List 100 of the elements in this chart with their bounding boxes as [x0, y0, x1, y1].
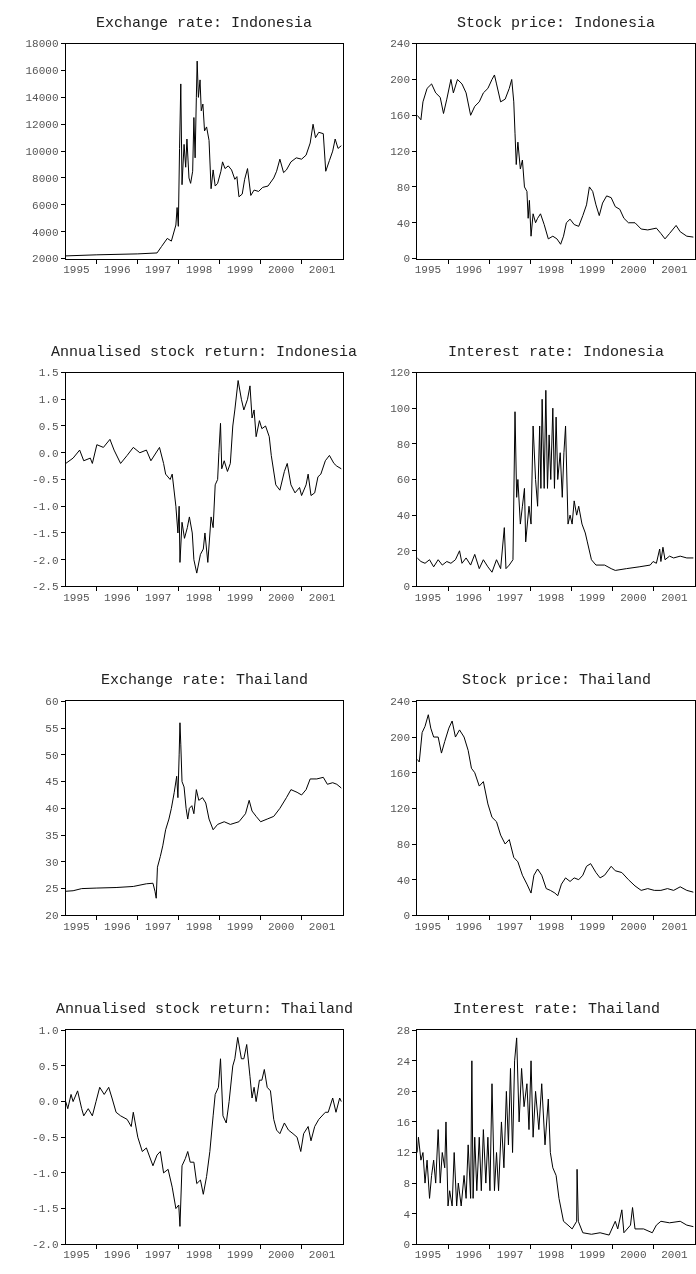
y-tick-label: 4000	[32, 226, 59, 239]
y-tick-label: 0.0	[38, 1096, 59, 1109]
y-tick-label: 120	[390, 803, 411, 816]
y-tick-label: 20	[396, 1086, 411, 1099]
x-tick-label: 1997	[145, 263, 172, 276]
x-tick-label: 1999	[226, 263, 254, 276]
y-tick-label: 240	[390, 38, 411, 51]
x-tick-label: 1999	[226, 1249, 254, 1262]
x-tick-label: 1997	[145, 591, 172, 604]
y-tick-label: 60	[45, 696, 59, 709]
x-tick-label: 2000	[620, 920, 647, 933]
x-tick-label: 1997	[496, 263, 524, 276]
y-tick-label: -2.5	[32, 581, 59, 594]
x-tick-label: 1999	[579, 591, 606, 604]
x-tick-label: 1999	[226, 920, 254, 933]
y-tick-label: -0.5	[32, 474, 59, 487]
x-tick-label: 2001	[308, 263, 336, 276]
x-tick-label: 1998	[537, 263, 565, 276]
x-tick-label: 2001	[661, 920, 689, 933]
x-tick-label: 1998	[537, 591, 565, 604]
x-tick-label: 1996	[455, 1249, 483, 1262]
y-tick-label: 12000	[25, 119, 59, 132]
x-tick-label: 1998	[186, 1249, 213, 1262]
y-tick-label: 4	[403, 1208, 411, 1221]
x-tick-label: 1999	[579, 1249, 606, 1262]
x-tick-label: 1999	[579, 920, 606, 933]
y-tick-label: 1.5	[38, 367, 59, 380]
y-tick-label: 160	[390, 110, 411, 123]
x-tick-label: 2000	[620, 263, 647, 276]
x-tick-label: 1996	[455, 591, 483, 604]
y-tick-label: 6000	[32, 199, 59, 212]
y-tick-label: -1.0	[32, 501, 59, 514]
y-tick-label: 60	[396, 474, 411, 487]
x-tick-label: 1998	[537, 1249, 565, 1262]
x-tick-label: 1999	[579, 263, 606, 276]
y-tick-label: -0.5	[32, 1132, 59, 1145]
y-tick-label: -2.0	[32, 1239, 59, 1252]
x-tick-label: 2001	[308, 1249, 336, 1262]
y-tick-label: 120	[390, 145, 411, 158]
x-tick-label: 1997	[496, 591, 524, 604]
y-tick-label: 14000	[25, 92, 59, 105]
x-tick-label: 1997	[496, 1249, 524, 1262]
x-tick-label: 2001	[308, 920, 336, 933]
y-tick-label: 100	[390, 403, 411, 416]
y-tick-label: 50	[45, 749, 59, 762]
y-tick-label: 8000	[32, 172, 59, 185]
y-tick-label: 24	[396, 1055, 411, 1068]
x-tick-label: 1999	[226, 591, 254, 604]
x-tick-label: 1997	[145, 920, 172, 933]
x-tick-label: 1998	[186, 591, 213, 604]
y-tick-label: 40	[396, 510, 411, 522]
x-tick-label: 1996	[104, 920, 131, 933]
chart-title: Exchange rate: Thailand	[101, 672, 309, 689]
y-tick-label: 40	[396, 874, 411, 887]
x-tick-label: 2001	[661, 1249, 689, 1262]
x-tick-label: 2001	[661, 263, 689, 276]
y-tick-label: 80	[396, 181, 411, 194]
y-tick-label: -1.5	[32, 1203, 59, 1216]
y-tick-label: 55	[45, 722, 59, 735]
chart-title: Annualised stock return: Thailand	[56, 1001, 354, 1018]
y-tick-label: 8	[403, 1177, 411, 1190]
y-tick-label: -2.0	[32, 554, 59, 567]
x-tick-label: 1995	[414, 920, 442, 933]
x-tick-label: 1996	[104, 591, 131, 604]
x-tick-label: 1998	[186, 263, 213, 276]
y-tick-label: 45	[45, 776, 59, 789]
y-tick-label: 0.5	[38, 420, 59, 433]
x-tick-label: 2000	[620, 1249, 647, 1262]
x-tick-label: 2000	[267, 920, 295, 933]
x-tick-label: 1995	[63, 1249, 90, 1262]
y-tick-label: -1.0	[32, 1167, 59, 1180]
y-tick-label: 200	[390, 731, 411, 744]
y-tick-label: 20	[396, 545, 411, 558]
x-tick-label: 1997	[145, 1249, 172, 1262]
chart-title: Stock price: Thailand	[462, 672, 652, 689]
y-tick-label: 1.0	[38, 1025, 59, 1038]
y-tick-label: 240	[390, 696, 411, 709]
y-tick-label: 0	[403, 1239, 411, 1252]
y-tick-label: 200	[390, 74, 411, 87]
x-tick-label: 1995	[414, 263, 442, 276]
x-tick-label: 1996	[104, 263, 131, 276]
x-tick-label: 1995	[63, 920, 90, 933]
y-tick-label: -1.5	[32, 527, 59, 540]
chart-title: Interest rate: Thailand	[453, 1001, 661, 1018]
chart-title: Annualised stock return: Indonesia	[51, 344, 358, 361]
x-tick-label: 1998	[537, 920, 565, 933]
y-tick-label: 0	[403, 253, 411, 266]
y-tick-label: 0.0	[38, 447, 59, 460]
y-tick-label: 30	[45, 856, 59, 869]
y-tick-label: 40	[45, 803, 59, 816]
y-tick-label: 80	[396, 438, 411, 451]
y-tick-label: 20	[45, 910, 59, 923]
y-tick-label: 16	[396, 1116, 411, 1129]
x-tick-label: 1995	[63, 591, 90, 604]
x-tick-label: 1997	[496, 920, 524, 933]
x-tick-label: 1995	[63, 263, 90, 276]
x-tick-label: 2000	[620, 591, 647, 604]
x-tick-label: 1995	[414, 591, 442, 604]
x-tick-label: 1996	[104, 1249, 131, 1262]
y-tick-label: 10000	[25, 145, 59, 158]
